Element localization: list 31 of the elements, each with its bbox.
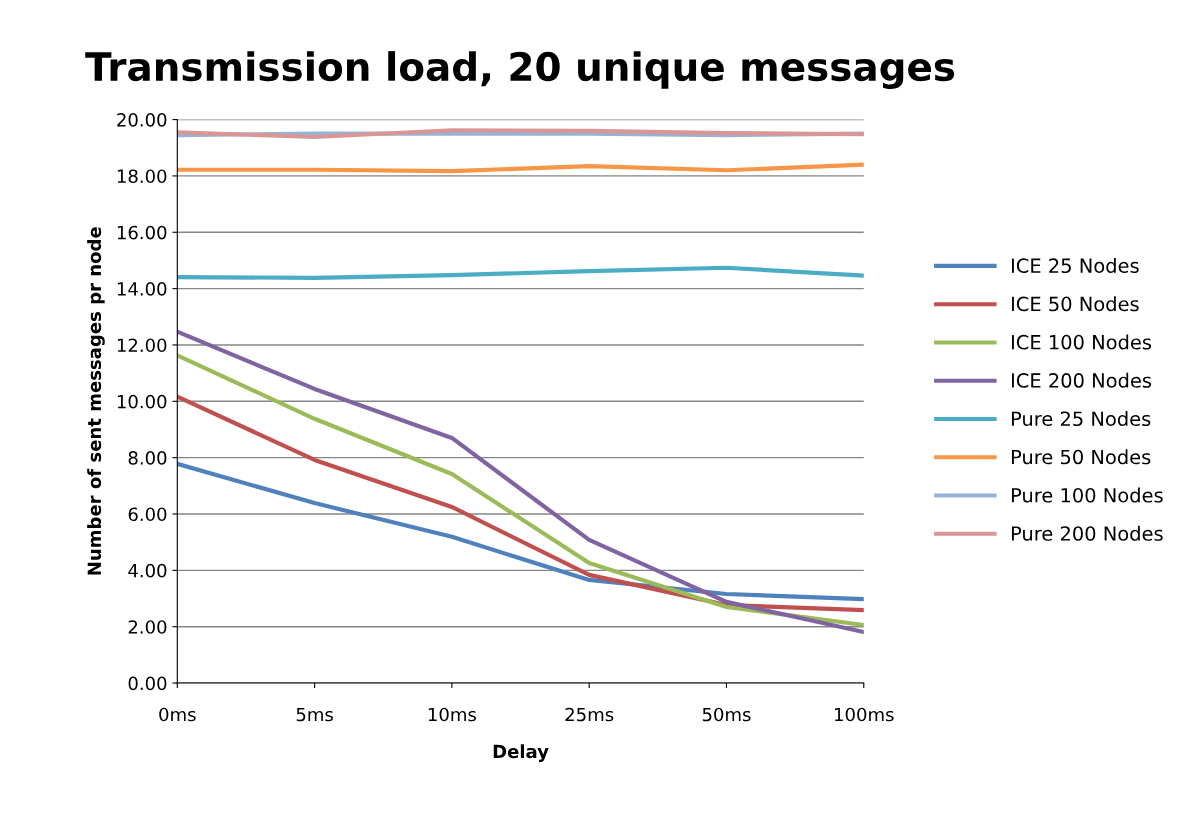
- legend-label: ICE 25 Nodes: [1011, 257, 1139, 274]
- line-series: [177, 394, 864, 613]
- y-tick-label: 8.00: [128, 451, 167, 465]
- y-tick-label: 14.00: [117, 282, 167, 296]
- x-tick-label: 50ms: [702, 707, 751, 722]
- x-tick-label: 25ms: [565, 707, 614, 722]
- legend-label: ICE 50 Nodes: [1011, 296, 1139, 312]
- legend-label: Pure 50 Nodes: [1011, 449, 1151, 465]
- y-tick-label: 10.00: [117, 394, 167, 409]
- y-axis-title: Number of sent messages pr node: [87, 227, 105, 575]
- x-tick-label: 5ms: [296, 707, 333, 722]
- x-tick-label: 10ms: [428, 707, 476, 722]
- legend-label: Pure 100 Nodes: [1011, 487, 1163, 503]
- legend-label: Pure 200 Nodes: [1011, 525, 1163, 541]
- line-series: [177, 265, 864, 280]
- x-tick-label: 100ms: [835, 707, 894, 722]
- chart-title: Transmission load, 20 unique messages: [85, 51, 955, 90]
- y-tick-label: 2.00: [128, 620, 167, 634]
- line-series: [177, 162, 864, 174]
- y-tick-label: 6.00: [128, 507, 167, 522]
- y-tick-label: 18.00: [117, 169, 167, 184]
- y-tick-label: 0.00: [128, 676, 167, 691]
- y-tick-label: 12.00: [117, 338, 167, 353]
- legend-label: ICE 200 Nodes: [1011, 372, 1152, 388]
- legend-label: Pure 25 Nodes: [1011, 411, 1151, 427]
- x-axis-title: Delay: [493, 744, 549, 762]
- y-tick-label: 16.00: [117, 225, 167, 240]
- legend-label: ICE 100 Nodes: [1011, 334, 1152, 350]
- y-tick-label: 20.00: [117, 113, 167, 127]
- y-tick-label: 4.00: [128, 563, 167, 578]
- x-tick-label: 0ms: [159, 707, 196, 722]
